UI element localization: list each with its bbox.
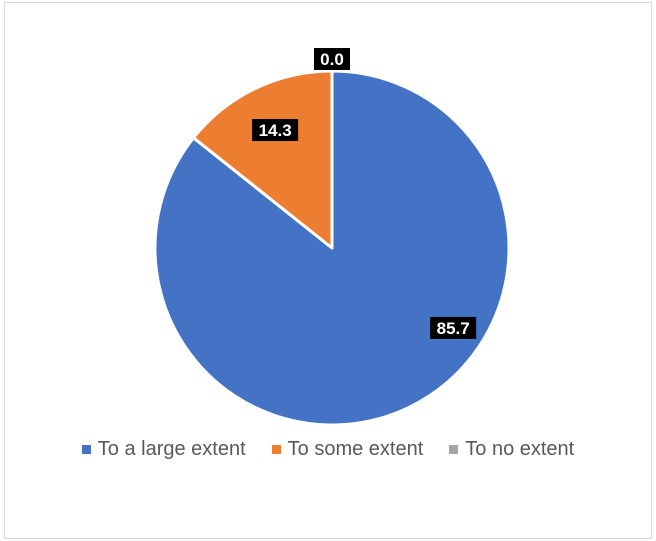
legend: To a large extent To some extent To no e… (0, 438, 656, 461)
data-label-no-extent: 0.0 (320, 50, 344, 69)
data-label-large-extent: 85.7 (437, 319, 470, 338)
legend-item-large-extent: To a large extent (81, 438, 246, 461)
legend-label-no-extent: To no extent (465, 438, 575, 460)
legend-item-no-extent: To no extent (449, 438, 574, 461)
data-label-bg-no-extent (314, 48, 350, 70)
data-labels: 85.7 14.3 0.0 (252, 48, 477, 339)
legend-swatch-no-extent (449, 445, 459, 454)
data-label-bg-some-extent (252, 119, 299, 142)
pie-slice-some-extent (192, 69, 334, 250)
pie-slices (153, 69, 511, 427)
data-label-bg-large-extent (430, 316, 477, 339)
legend-label-some-extent: To some extent (287, 438, 424, 460)
legend-swatch-some-extent (271, 445, 281, 454)
legend-item-some-extent: To some extent (271, 438, 424, 461)
legend-swatch-large-extent (81, 445, 91, 454)
data-label-some-extent: 14.3 (259, 121, 292, 140)
legend-label-large-extent: To a large extent (97, 438, 246, 460)
